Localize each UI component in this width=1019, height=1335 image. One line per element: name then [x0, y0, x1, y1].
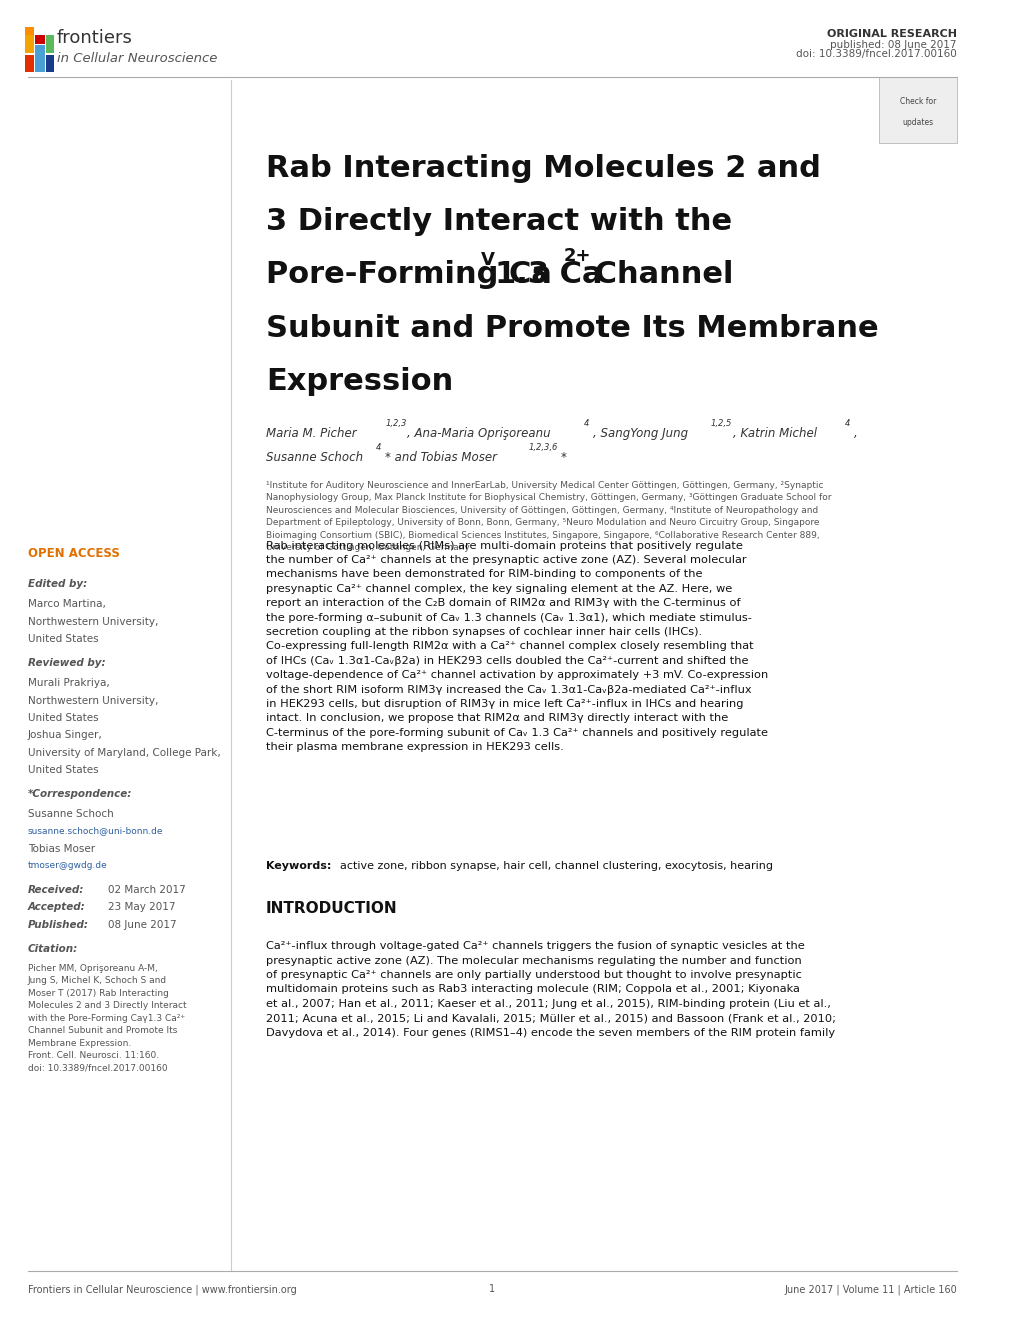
Text: OPEN ACCESS: OPEN ACCESS: [28, 547, 119, 561]
Text: 1,2,5: 1,2,5: [710, 419, 732, 429]
Text: United States: United States: [28, 765, 98, 774]
Text: Received:: Received:: [28, 885, 84, 894]
Text: doi: 10.3389/fncel.2017.00160: doi: 10.3389/fncel.2017.00160: [796, 49, 956, 59]
Text: University of Maryland, College Park,: University of Maryland, College Park,: [28, 748, 220, 757]
Text: published: 08 June 2017: published: 08 June 2017: [829, 40, 956, 49]
Text: Marco Martina,: Marco Martina,: [28, 599, 105, 609]
Bar: [36, 45, 45, 63]
Text: United States: United States: [28, 713, 98, 722]
Text: * and Tobias Moser: * and Tobias Moser: [384, 451, 496, 465]
Text: updates: updates: [902, 117, 932, 127]
Text: Reviewed by:: Reviewed by:: [28, 658, 105, 668]
Text: Pore-Forming Ca: Pore-Forming Ca: [266, 260, 551, 290]
Text: Published:: Published:: [28, 920, 89, 929]
Text: Murali Prakriya,: Murali Prakriya,: [28, 678, 109, 688]
Text: Tobias Moser: Tobias Moser: [28, 844, 95, 853]
Bar: [36, 63, 45, 72]
Text: 1.3 Ca: 1.3 Ca: [494, 260, 602, 290]
Text: Expression: Expression: [266, 367, 452, 396]
Text: Picher MM, Oprişoreanu A-M,
Jung S, Michel K, Schoch S and
Moser T (2017) Rab In: Picher MM, Oprişoreanu A-M, Jung S, Mich…: [28, 964, 186, 1073]
Text: Citation:: Citation:: [28, 944, 77, 953]
Text: 1,2,3: 1,2,3: [385, 419, 407, 429]
Text: *Correspondence:: *Correspondence:: [28, 789, 131, 798]
Text: susanne.schoch@uni-bonn.de: susanne.schoch@uni-bonn.de: [28, 826, 163, 836]
Text: , Katrin Michel: , Katrin Michel: [733, 427, 816, 441]
Bar: [24, 55, 35, 72]
Text: , Ana-Maria Oprişoreanu: , Ana-Maria Oprişoreanu: [407, 427, 549, 441]
Text: INTRODUCTION: INTRODUCTION: [266, 901, 397, 916]
Bar: [24, 35, 35, 53]
Bar: [46, 35, 54, 53]
Text: Joshua Singer,: Joshua Singer,: [28, 730, 102, 740]
Text: ORIGINAL RESEARCH: ORIGINAL RESEARCH: [826, 29, 956, 39]
Text: , SangYong Jung: , SangYong Jung: [592, 427, 687, 441]
Text: 4: 4: [376, 443, 381, 453]
Text: in Cellular Neuroscience: in Cellular Neuroscience: [57, 52, 217, 65]
Text: 3 Directly Interact with the: 3 Directly Interact with the: [266, 207, 732, 236]
Text: 2+: 2+: [564, 247, 591, 264]
Text: Accepted:: Accepted:: [28, 902, 86, 912]
Text: Susanne Schoch: Susanne Schoch: [266, 451, 363, 465]
Text: 4: 4: [844, 419, 849, 429]
Text: 4: 4: [583, 419, 589, 429]
Text: frontiers: frontiers: [57, 29, 132, 47]
Text: Check for: Check for: [899, 96, 935, 105]
Text: United States: United States: [28, 634, 98, 643]
Text: Ca²⁺-influx through voltage-gated Ca²⁺ channels triggers the fusion of synaptic : Ca²⁺-influx through voltage-gated Ca²⁺ c…: [266, 941, 835, 1037]
Text: tmoser@gwdg.de: tmoser@gwdg.de: [28, 861, 107, 870]
Text: *: *: [560, 451, 567, 465]
Text: Subunit and Promote Its Membrane: Subunit and Promote Its Membrane: [266, 314, 877, 343]
Bar: [24, 27, 35, 35]
Text: Northwestern University,: Northwestern University,: [28, 696, 158, 705]
Text: June 2017 | Volume 11 | Article 160: June 2017 | Volume 11 | Article 160: [784, 1284, 956, 1295]
Text: Keywords:: Keywords:: [266, 861, 334, 870]
Text: 23 May 2017: 23 May 2017: [108, 902, 175, 912]
Text: Northwestern University,: Northwestern University,: [28, 617, 158, 626]
Text: V: V: [480, 251, 494, 268]
Text: Susanne Schoch: Susanne Schoch: [28, 809, 113, 818]
Text: Channel: Channel: [583, 260, 733, 290]
Text: ,: ,: [853, 427, 856, 441]
Text: Rab Interacting Molecules 2 and: Rab Interacting Molecules 2 and: [266, 154, 820, 183]
Text: 1,2,3,6: 1,2,3,6: [528, 443, 557, 453]
Text: Maria M. Picher: Maria M. Picher: [266, 427, 356, 441]
FancyBboxPatch shape: [878, 77, 956, 143]
Bar: [46, 55, 54, 72]
Text: 08 June 2017: 08 June 2017: [108, 920, 176, 929]
Text: Rab interacting molecules (RIMs) are multi-domain proteins that positively regul: Rab interacting molecules (RIMs) are mul…: [266, 541, 767, 753]
Text: ¹Institute for Auditory Neuroscience and InnerEarLab, University Medical Center : ¹Institute for Auditory Neuroscience and…: [266, 481, 830, 553]
Text: active zone, ribbon synapse, hair cell, channel clustering, exocytosis, hearing: active zone, ribbon synapse, hair cell, …: [339, 861, 771, 870]
Text: Edited by:: Edited by:: [28, 579, 87, 589]
Text: 1: 1: [489, 1284, 495, 1294]
Text: 02 March 2017: 02 March 2017: [108, 885, 185, 894]
Bar: [36, 35, 45, 44]
Text: Frontiers in Cellular Neuroscience | www.frontiersin.org: Frontiers in Cellular Neuroscience | www…: [28, 1284, 297, 1295]
